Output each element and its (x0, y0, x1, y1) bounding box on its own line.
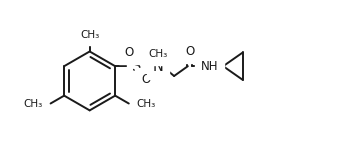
Text: O: O (141, 73, 150, 86)
Text: S: S (132, 59, 141, 74)
Text: NH: NH (201, 60, 218, 73)
Text: O: O (124, 46, 134, 59)
Text: N: N (153, 59, 164, 74)
Text: O: O (185, 45, 194, 58)
Text: CH₃: CH₃ (23, 99, 43, 108)
Text: CH₃: CH₃ (80, 30, 99, 40)
Text: CH₃: CH₃ (137, 99, 156, 108)
Text: CH₃: CH₃ (149, 50, 168, 60)
